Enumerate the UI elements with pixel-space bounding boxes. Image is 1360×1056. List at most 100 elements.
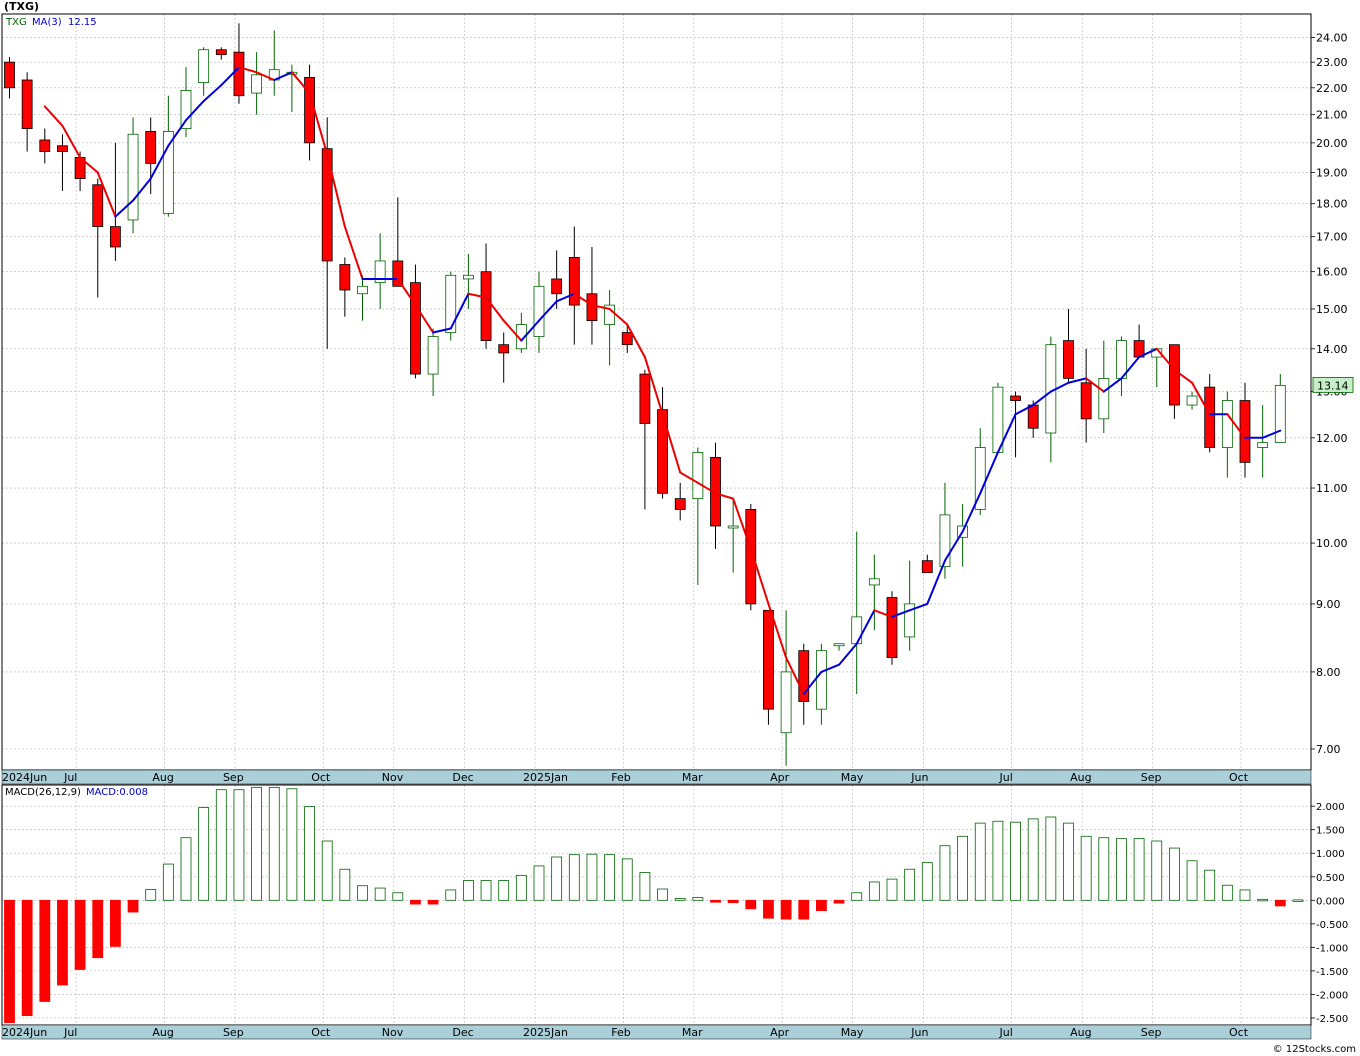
macd-bar (268, 786, 280, 901)
candle-body (621, 332, 633, 346)
candle (1186, 391, 1198, 410)
candle-body (692, 452, 704, 500)
ma-segment (679, 471, 699, 484)
candle (410, 264, 421, 379)
ma-segment (255, 71, 276, 81)
ma-segment (996, 413, 1017, 454)
candle (639, 369, 651, 510)
candle-body (816, 650, 827, 710)
macd-bar (57, 899, 68, 986)
ma-segment (114, 199, 135, 218)
macd-x-tick-label: Sep (1141, 1026, 1162, 1039)
ma-segment (802, 670, 823, 695)
price-y-tick-label: 24.00 (1316, 32, 1348, 45)
candle (657, 387, 668, 499)
macd-bar (92, 899, 104, 959)
candle (745, 503, 757, 611)
ma-segment (767, 602, 788, 659)
macd-bar (39, 899, 51, 1002)
candle-body (357, 285, 368, 295)
macd-bar (816, 899, 827, 912)
ma-segment (467, 292, 488, 299)
macd-bar (1292, 899, 1304, 902)
price-y-tick-label: 23.00 (1316, 56, 1348, 69)
ma-segment (343, 225, 364, 280)
candle-body (639, 373, 651, 424)
candle (1010, 391, 1021, 458)
ma-segment (485, 296, 505, 322)
macd-bar (480, 880, 492, 901)
ma-segment (891, 609, 911, 618)
candle-body (763, 609, 774, 710)
macd-bar (921, 862, 933, 901)
candle (374, 233, 386, 309)
ma-segment (290, 71, 311, 95)
candle-body (657, 409, 668, 494)
macd-bar (392, 892, 404, 901)
macd-bar (1116, 838, 1127, 901)
candle-body (1257, 442, 1269, 448)
ma-segment (220, 66, 240, 87)
macd-bar (1204, 869, 1216, 901)
ma-segment (873, 609, 893, 618)
candle-body (498, 344, 510, 354)
ma-segment (626, 323, 646, 359)
price-x-axis: 2024Jun Jul Aug Sep Oct Nov Dec 2025Jan Feb Mar Ap… (2, 771, 1249, 784)
candle (1080, 348, 1092, 443)
candle (921, 554, 933, 574)
macd-bar (710, 899, 721, 903)
candle-body (233, 51, 245, 97)
macd-bar (180, 837, 192, 901)
candle-body (1186, 395, 1198, 406)
macd-x-tick-label: 2024Jun (2, 1026, 47, 1039)
macd-y-tick-label: -2.000 (1316, 990, 1348, 1001)
ma-segment (1049, 381, 1070, 393)
ma-segment (555, 292, 576, 303)
ma-segment (732, 497, 752, 550)
candle-body (515, 324, 527, 350)
candle-body (833, 643, 845, 647)
macd-y-tick-label: 0.000 (1316, 896, 1345, 907)
ma-segment (661, 413, 682, 474)
macd-bar (374, 887, 386, 901)
price-x-tick-label: Oct (311, 771, 331, 784)
price-y-tick-label: 20.00 (1316, 137, 1348, 150)
ma-segment (961, 492, 982, 533)
candle (198, 47, 210, 96)
candle-body (1080, 382, 1092, 420)
price-x-tick-label: Jul (999, 771, 1013, 784)
macd-y-tick-label: 2.000 (1316, 802, 1345, 813)
price-y-tick-label: 12.00 (1316, 432, 1348, 445)
macd-x-axis: 2024Jun Jul Aug Sep Oct Nov Dec 2025Jan Feb Mar Ap… (2, 1026, 1249, 1039)
price-x-tick-label: 2024Jun (2, 771, 47, 784)
macd-gridlines (2, 785, 1311, 1025)
candle (904, 560, 916, 651)
price-y-tick-label: 15.00 (1316, 303, 1348, 316)
price-y-tick-label: 8.00 (1316, 666, 1341, 679)
macd-y-axis: 2.000 1.500 1.000 0.500 0.000 -0.500 -1.000 -1.… (1311, 802, 1348, 1025)
macd-bar (1080, 835, 1092, 901)
candle (621, 324, 633, 353)
last-price-badge: 13.14 (1312, 376, 1354, 393)
macd-bar (763, 899, 774, 919)
ma-segment (414, 304, 435, 334)
price-y-tick-label: 10.00 (1316, 537, 1348, 550)
candle (357, 275, 368, 321)
moving-average-line (43, 66, 1282, 695)
candle-body (1239, 400, 1251, 463)
candle (568, 226, 580, 345)
candle-body (921, 560, 933, 574)
macd-bar (1239, 889, 1251, 901)
candle-body (180, 90, 192, 129)
candle (1063, 308, 1074, 383)
price-legend-ma-value: 12.15 (68, 17, 97, 28)
ma-segment (237, 66, 258, 74)
ma-segment (1120, 356, 1141, 380)
candle (339, 257, 351, 317)
macd-bar (145, 889, 157, 901)
candle-body (868, 578, 880, 586)
candle-body (780, 671, 792, 734)
candle (57, 134, 68, 191)
ma-segment (520, 319, 540, 342)
macd-bar (957, 835, 968, 901)
